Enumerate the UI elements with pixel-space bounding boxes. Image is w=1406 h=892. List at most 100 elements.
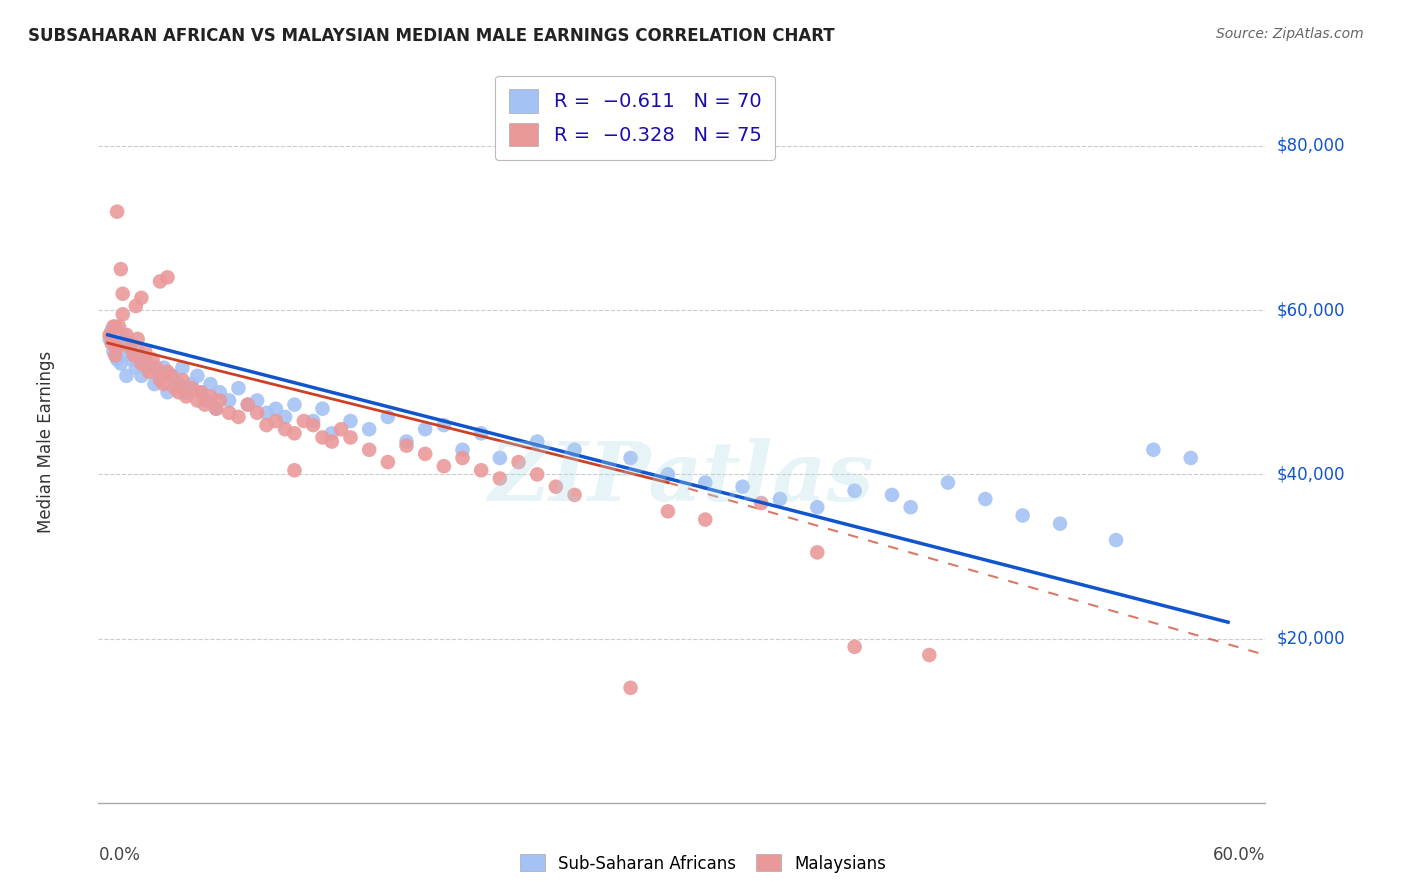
Point [359,422,381,436]
Point [143,377,166,392]
Point [127,332,149,346]
Point [167,377,190,392]
Point [121,352,143,367]
Point [98,327,121,342]
Text: $80,000: $80,000 [1277,137,1346,155]
Point [619,681,641,695]
Point [105,340,128,354]
Point [152,360,174,375]
Point [806,545,828,559]
Point [470,426,492,441]
Point [218,406,240,420]
Point [377,409,399,424]
Point [918,648,941,662]
Point [433,418,456,433]
Text: SUBSAHARAN AFRICAN VS MALAYSIAN MEDIAN MALE EARNINGS CORRELATION CHART: SUBSAHARAN AFRICAN VS MALAYSIAN MEDIAN M… [28,27,835,45]
Point [111,286,134,301]
Point [433,459,456,474]
Point [105,352,128,367]
Point [108,319,131,334]
Legend: R =  −0.611   N = 70, R =  −0.328   N = 75: R = −0.611 N = 70, R = −0.328 N = 75 [495,76,775,160]
Point [236,398,259,412]
Point [339,430,361,444]
Text: ZIPatlas: ZIPatlas [489,438,875,517]
Point [200,389,222,403]
Point [114,344,136,359]
Point [98,332,121,346]
Point [127,344,149,359]
Point [120,336,142,351]
Point [172,360,194,375]
Point [104,319,127,334]
Point [110,262,132,277]
Point [544,480,567,494]
Text: 0.0%: 0.0% [98,847,141,864]
Point [451,442,474,457]
Point [194,398,217,412]
Point [104,348,127,362]
Point [115,327,138,342]
Point [146,368,169,383]
Point [145,360,167,375]
Point [190,385,212,400]
Point [844,483,866,498]
Point [283,463,305,477]
Point [163,381,186,395]
Point [302,418,325,433]
Point [218,393,240,408]
Point [395,439,418,453]
Point [120,340,142,354]
Point [125,299,148,313]
Point [256,418,278,433]
Point [100,324,122,338]
Point [236,398,259,412]
Point [160,368,183,383]
Point [110,357,132,371]
Point [311,430,333,444]
Point [190,385,212,400]
Point [489,450,512,465]
Point [526,434,548,449]
Point [395,434,418,449]
Point [974,491,997,506]
Point [936,475,959,490]
Point [413,447,436,461]
Point [470,463,492,477]
Point [292,414,315,428]
Point [619,450,641,465]
Point [205,401,228,416]
Point [138,365,160,379]
Point [657,504,679,518]
Point [413,422,436,436]
Point [208,393,231,408]
Point [228,381,250,395]
Point [302,414,325,428]
Point [108,336,131,351]
Point [900,500,922,515]
Point [111,327,134,342]
Point [131,357,153,371]
Point [264,401,287,416]
Text: Median Male Earnings: Median Male Earnings [37,351,55,533]
Point [134,352,156,367]
Text: 60.0%: 60.0% [1213,847,1265,864]
Point [138,360,160,375]
Point [359,442,381,457]
Point [451,450,474,465]
Point [180,381,202,395]
Point [122,348,145,362]
Point [274,422,297,436]
Point [186,393,208,408]
Point [152,377,174,392]
Point [339,414,361,428]
Point [115,368,138,383]
Point [195,393,218,408]
Point [489,471,512,485]
Point [228,409,250,424]
Text: Source: ZipAtlas.com: Source: ZipAtlas.com [1216,27,1364,41]
Point [167,385,190,400]
Point [111,307,134,321]
Point [103,344,125,359]
Point [200,377,222,392]
Point [149,373,172,387]
